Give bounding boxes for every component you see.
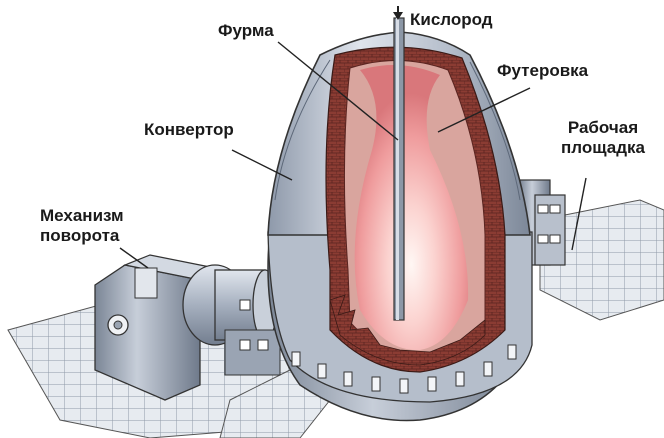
ring-bolts	[291, 344, 517, 394]
label-lance: Фурма	[218, 21, 274, 40]
floor-right	[539, 199, 664, 321]
leader-lines	[119, 41, 587, 269]
label-mechanism-line1: Механизм	[40, 206, 124, 225]
leader-mechanism	[119, 247, 149, 269]
tilting-mechanism	[94, 254, 281, 401]
label-converter: Конвертор	[144, 120, 234, 139]
label-platform-line2: площадка	[561, 138, 645, 157]
flame	[354, 65, 469, 351]
right-trunnion-support	[519, 179, 566, 266]
label-mechanism: Механизм поворота	[40, 206, 124, 246]
leader-converter	[231, 149, 293, 181]
leader-lining	[437, 87, 531, 133]
label-platform-line1: Рабочая	[567, 118, 639, 137]
label-oxygen: Кислород	[410, 10, 493, 29]
label-mechanism-line2: поворота	[40, 226, 120, 245]
oxygen-lance	[393, 6, 405, 321]
label-platform: Рабочая площадка	[548, 118, 658, 158]
leader-platform	[571, 177, 587, 251]
label-lining: Футеровка	[497, 61, 589, 80]
leader-lance	[277, 41, 399, 141]
oxygen-arrow-icon	[393, 12, 403, 20]
converter-cutaway	[325, 46, 506, 373]
